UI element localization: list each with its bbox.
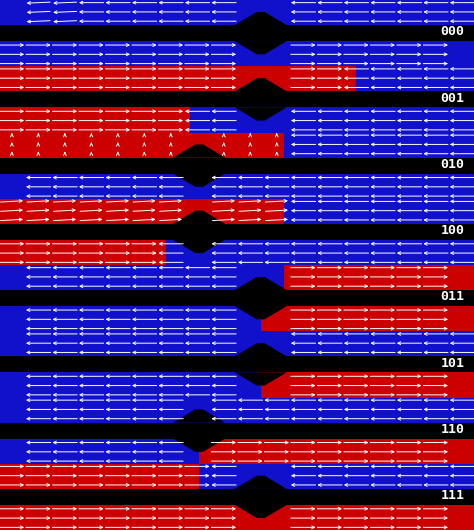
- Polygon shape: [235, 78, 287, 91]
- Polygon shape: [173, 409, 225, 423]
- Polygon shape: [0, 331, 474, 357]
- Polygon shape: [173, 210, 225, 224]
- Polygon shape: [173, 144, 225, 158]
- Text: 101: 101: [440, 357, 465, 370]
- Polygon shape: [173, 439, 225, 452]
- Polygon shape: [0, 372, 261, 398]
- Polygon shape: [0, 0, 85, 25]
- Polygon shape: [85, 0, 474, 25]
- Polygon shape: [0, 505, 474, 530]
- Text: 010: 010: [440, 158, 465, 171]
- Polygon shape: [199, 439, 474, 464]
- Polygon shape: [356, 66, 474, 91]
- Polygon shape: [0, 439, 199, 464]
- Text: 000: 000: [440, 25, 465, 39]
- Polygon shape: [0, 240, 166, 265]
- Polygon shape: [0, 199, 284, 224]
- Text: 111: 111: [440, 489, 465, 502]
- Text: 100: 100: [440, 224, 465, 237]
- Polygon shape: [0, 265, 284, 290]
- Polygon shape: [0, 132, 284, 158]
- Polygon shape: [235, 372, 287, 386]
- Polygon shape: [284, 199, 474, 224]
- Polygon shape: [235, 41, 287, 54]
- Text: 001: 001: [440, 92, 465, 105]
- Polygon shape: [261, 372, 474, 398]
- Polygon shape: [0, 66, 356, 91]
- Polygon shape: [235, 277, 287, 290]
- Polygon shape: [173, 240, 225, 253]
- Polygon shape: [190, 107, 474, 132]
- Polygon shape: [0, 306, 261, 331]
- Polygon shape: [0, 464, 199, 489]
- Polygon shape: [0, 107, 190, 132]
- Polygon shape: [0, 41, 474, 66]
- Polygon shape: [173, 174, 225, 187]
- Polygon shape: [235, 107, 287, 120]
- Polygon shape: [235, 343, 287, 357]
- Polygon shape: [235, 476, 287, 489]
- Polygon shape: [261, 306, 474, 331]
- Polygon shape: [166, 240, 474, 265]
- Polygon shape: [0, 398, 474, 423]
- Polygon shape: [284, 265, 474, 290]
- Polygon shape: [199, 464, 474, 489]
- Text: 110: 110: [440, 423, 465, 436]
- Polygon shape: [235, 505, 287, 518]
- Polygon shape: [284, 132, 474, 158]
- Polygon shape: [0, 174, 474, 199]
- Text: 011: 011: [440, 290, 465, 303]
- Polygon shape: [235, 306, 287, 319]
- Polygon shape: [235, 12, 287, 25]
